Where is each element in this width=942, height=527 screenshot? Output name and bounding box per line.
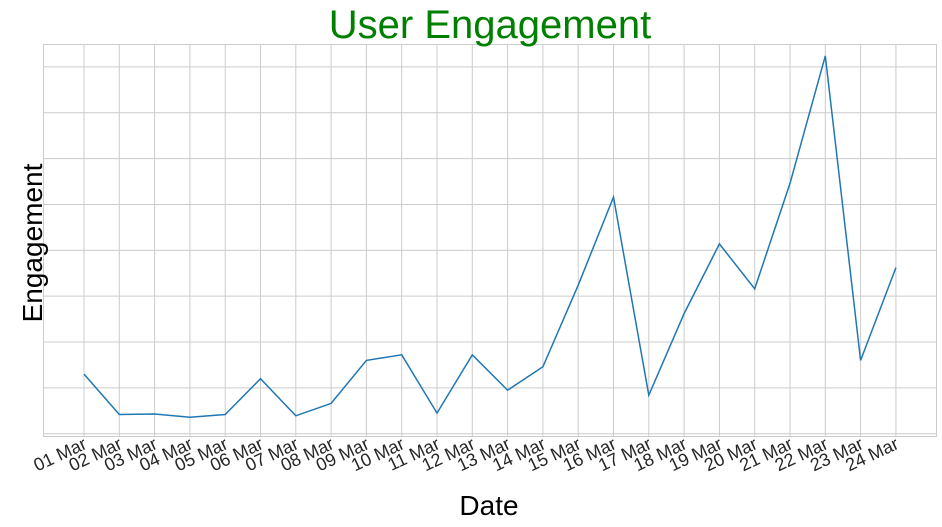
series-line <box>83 55 897 418</box>
plot-area <box>43 44 937 437</box>
chart-title: User Engagement <box>329 3 651 47</box>
x-gridlines <box>83 44 897 436</box>
x-axis-label: Date <box>459 490 518 521</box>
y-axis-label: Engagement <box>17 163 48 322</box>
y-gridlines <box>44 66 936 435</box>
